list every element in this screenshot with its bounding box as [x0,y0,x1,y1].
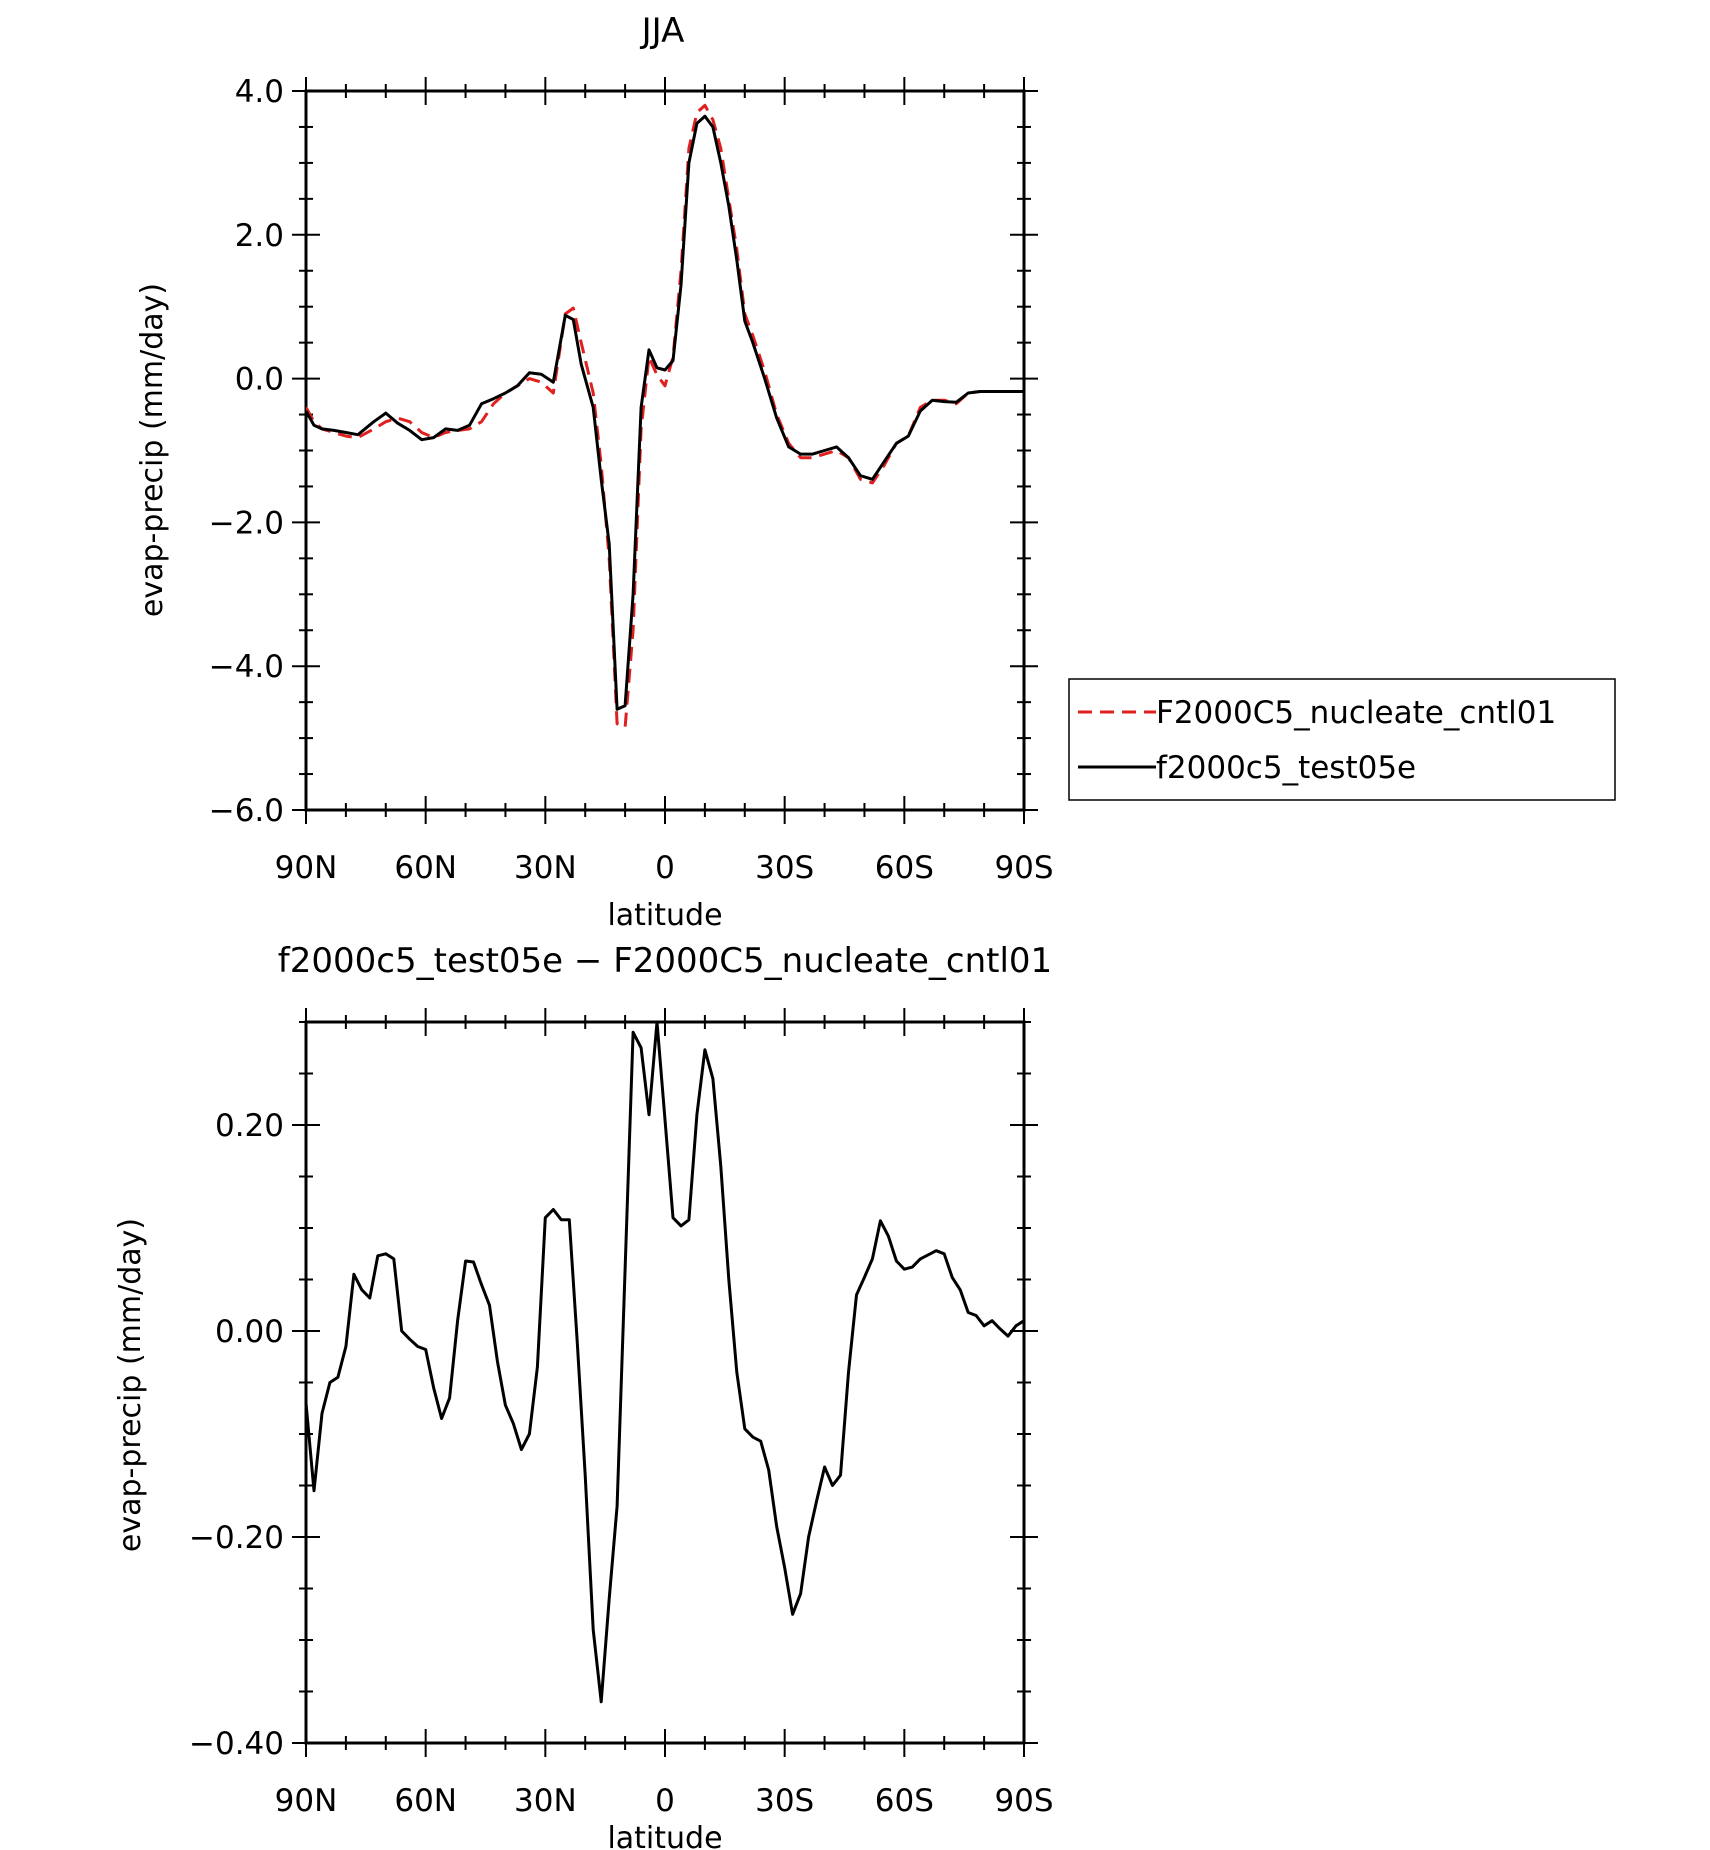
x-tick-label: 30S [755,850,814,886]
x-tick-label: 90S [994,1783,1053,1819]
x-tick-label: 60N [394,1783,457,1819]
x-tick-label: 30S [755,1783,814,1819]
x-tick-label: 0 [655,850,675,886]
y-tick-label: 0.0 [235,362,284,398]
y-tick-label: 2.0 [235,218,284,254]
top-ticks [292,77,1038,824]
bottom-y-axis-label: evap-precip (mm/day) [113,1218,148,1552]
legend-box [1068,678,1616,801]
top-y-axis-label: evap-precip (mm/day) [135,283,170,617]
x-tick-label: 30N [514,1783,577,1819]
top-panel: JJA 90N 60N 30N 0 30S 60S 90S 4.0 2.0 0.0 −2.0 −4.… [135,11,1616,933]
x-tick-label: 30N [514,850,577,886]
y-tick-label: −4.0 [209,649,284,685]
legend-label-series-1: F2000C5_nucleate_cntl01 [1156,695,1556,731]
bottom-y-tick-labels: 0.20 0.00 −0.20 −0.40 [189,1108,284,1762]
bottom-series-lines [306,1022,1024,1704]
bottom-x-axis-label: latitude [607,1821,722,1850]
x-tick-label: 0 [655,1783,675,1819]
y-tick-label: 4.0 [235,74,284,110]
x-tick-label: 90S [994,850,1053,886]
top-series-lines [306,103,1024,729]
x-tick-label: 90N [275,1783,338,1819]
top-plot-frame [304,89,1026,812]
y-tick-label: −6.0 [209,793,284,829]
bottom-x-tick-labels: 90N 60N 30N 0 30S 60S 90S [275,1783,1054,1819]
y-tick-label: −0.20 [189,1520,284,1556]
top-y-tick-labels: 4.0 2.0 0.0 −2.0 −4.0 −6.0 [209,74,284,829]
bottom-chart-title: f2000c5_test05e − F2000C5_nucleate_cntl0… [278,941,1052,981]
series-line-2 [306,114,1024,711]
x-tick-label: 60N [394,850,457,886]
bottom-ticks [292,1008,1038,1757]
y-tick-label: 0.20 [215,1108,284,1144]
y-tick-label: −0.40 [189,1726,284,1762]
x-tick-label: 60S [875,1783,934,1819]
y-tick-label: −2.0 [209,505,284,541]
series-line-1 [306,1022,1024,1704]
legend-label-series-2: f2000c5_test05e [1156,750,1416,786]
top-chart-title: JJA [640,11,685,51]
top-x-axis-label: latitude [607,898,722,933]
y-tick-label: 0.00 [215,1314,284,1350]
bottom-panel: f2000c5_test05e − F2000C5_nucleate_cntl0… [113,941,1054,1850]
legend: F2000C5_nucleate_cntl01 f2000c5_test05e [1068,678,1616,801]
top-x-tick-labels: 90N 60N 30N 0 30S 60S 90S [275,850,1054,886]
x-tick-label: 90N [275,850,338,886]
x-tick-label: 60S [875,850,934,886]
